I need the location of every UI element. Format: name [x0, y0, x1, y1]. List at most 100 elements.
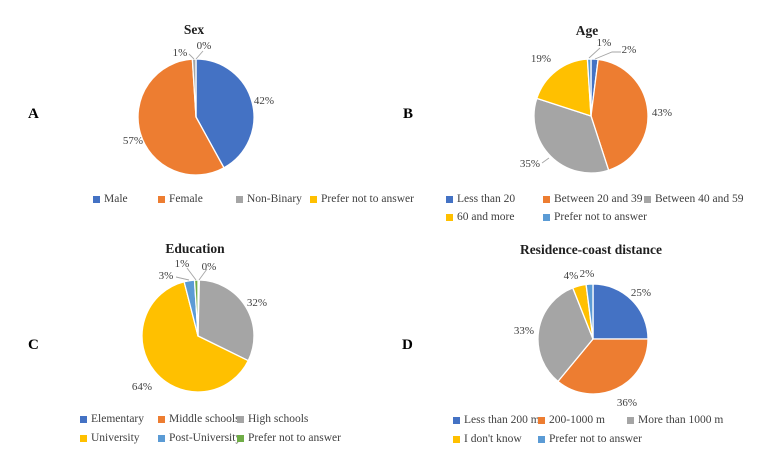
- legend-d-i-don-t-know: I don't know: [453, 432, 522, 446]
- legend-swatch-prefer-not-to-answer: [538, 435, 545, 443]
- legend-b-60-and-more: 60 and more: [446, 210, 514, 224]
- legend-label-non-binary: Non-Binary: [247, 193, 302, 205]
- pie-d-slice-200-1000-m: [557, 338, 649, 395]
- legend-d-200-1000-m: 200-1000 m: [538, 413, 605, 427]
- legend-swatch-i-don-t-know: [453, 435, 460, 443]
- pie-d-slice-less-than-200-m: [592, 283, 649, 340]
- legend-c-post-university: Post-University: [158, 431, 241, 445]
- legend-swatch-less-than-200-m: [453, 416, 460, 424]
- legend-swatch-60-and-more: [446, 213, 453, 221]
- pie-d-value-200-1000-m: 36%: [617, 397, 637, 409]
- legend-swatch-university: [80, 434, 87, 442]
- legend-swatch-prefer-not-to-answer: [237, 434, 244, 442]
- legend-label-i-don-t-know: I don't know: [464, 433, 522, 445]
- pie-b-leader-between-40-and-59: [541, 157, 550, 164]
- legend-label-post-university: Post-University: [169, 432, 242, 444]
- legend-a-prefer-not-to-answer: Prefer not to answer: [310, 192, 414, 206]
- legend-label-between-40-and-59: Between 40 and 59: [655, 193, 744, 205]
- legend-swatch-200-1000-m: [538, 416, 545, 424]
- legend-label-prefer-not-to-answer: Prefer not to answer: [554, 211, 647, 223]
- pie-b-slice-prefer-not-to-answer: [586, 58, 592, 117]
- legend-b-between-20-and-39: Between 20 and 39: [543, 192, 642, 206]
- pie-c-slice-high-schools: [197, 279, 255, 362]
- legend-c-elementary: Elementary: [80, 412, 144, 426]
- legend-c-university: University: [80, 431, 140, 445]
- legend-swatch-middle-schools: [158, 415, 165, 423]
- legend-label-200-1000-m: 200-1000 m: [549, 414, 605, 426]
- pie-a-slice-non-binary: [191, 58, 197, 118]
- pie-a-slice-male: [195, 58, 255, 169]
- legend-d-prefer-not-to-answer: Prefer not to answer: [538, 432, 642, 446]
- pie-d-slice-more-than-1000-m: [537, 287, 594, 383]
- pie-b-value-prefer-not-to-answer: 1%: [597, 37, 612, 49]
- panel-letter-b: B: [403, 106, 414, 122]
- chart-title-residence-coast-distance: Residence-coast distance: [519, 242, 663, 257]
- pie-c-value-prefer-not-to-answer: 1%: [175, 258, 190, 270]
- legend-swatch-prefer-not-to-answer: [310, 195, 317, 203]
- pie-c-slice-university: [141, 281, 249, 393]
- legend-swatch-female: [158, 195, 165, 203]
- legend-label-female: Female: [169, 193, 203, 205]
- legend-label-less-than-20: Less than 20: [457, 193, 516, 205]
- pie-b-leader-prefer-not-to-answer: [588, 47, 601, 59]
- pie-d-slice-prefer-not-to-answer: [585, 283, 594, 340]
- legend-b-less-than-20: Less than 20: [446, 192, 515, 206]
- legend-swatch-high-schools: [237, 415, 244, 423]
- panel-letter-a: A: [28, 106, 39, 122]
- legend-label-middle-schools: Middle schools: [169, 413, 240, 425]
- pie-a-value-non-binary: 1%: [173, 47, 188, 59]
- pie-c-leader-middle-schools: [198, 268, 208, 281]
- legend-label-prefer-not-to-answer: Prefer not to answer: [248, 432, 341, 444]
- pie-c-leader-prefer-not-to-answer: [186, 267, 197, 281]
- pie-b-value-less-than-20: 2%: [622, 44, 637, 56]
- legend-label-male: Male: [104, 193, 128, 205]
- legend-label-high-schools: High schools: [248, 413, 309, 425]
- pie-b-slice-60-and-more: [536, 58, 592, 117]
- legend-a-non-binary: Non-Binary: [236, 192, 302, 206]
- chart-title-sex: Sex: [183, 22, 205, 37]
- pie-d-value-i-don-t-know: 4%: [564, 270, 579, 282]
- legend-label-60-and-more: 60 and more: [457, 211, 515, 223]
- legend-swatch-between-40-and-59: [644, 195, 651, 203]
- pie-b-value-60-and-more: 19%: [531, 53, 551, 65]
- legend-c-prefer-not-to-answer: Prefer not to answer: [237, 431, 341, 445]
- legend-c-middle-schools: Middle schools: [158, 412, 240, 426]
- legend-label-between-20-and-39: Between 20 and 39: [554, 193, 643, 205]
- pie-b-leader-less-than-20: [594, 51, 621, 60]
- pie-c-value-middle-schools: 0%: [202, 261, 217, 273]
- chart-title-education: Education: [165, 241, 225, 256]
- legend-label-university: University: [91, 432, 140, 444]
- legend-swatch-less-than-20: [446, 195, 453, 203]
- pie-a-value-male: 42%: [254, 95, 274, 107]
- pie-b-slice-between-40-and-59: [533, 97, 610, 174]
- legend-swatch-male: [93, 195, 100, 203]
- pie-d-value-prefer-not-to-answer: 2%: [580, 268, 595, 280]
- legend-swatch-post-university: [158, 434, 165, 442]
- legend-c-high-schools: High schools: [237, 412, 308, 426]
- legend-label-elementary: Elementary: [91, 413, 145, 425]
- chart-title-age: Age: [575, 23, 599, 38]
- legend-label-prefer-not-to-answer: Prefer not to answer: [321, 193, 414, 205]
- pie-a-value-prefer-not-to-answer: 0%: [197, 40, 212, 52]
- legend-d-less-than-200-m: Less than 200 m: [453, 413, 540, 427]
- pie-a-value-female: 57%: [123, 135, 143, 147]
- legend-swatch-more-than-1000-m: [627, 416, 634, 424]
- legend-swatch-between-20-and-39: [543, 195, 550, 203]
- pie-d-value-more-than-1000-m: 33%: [514, 325, 534, 337]
- pie-b-slice-between-20-and-39: [590, 58, 649, 171]
- legend-b-between-40-and-59: Between 40 and 59: [644, 192, 743, 206]
- panel-letter-c: C: [28, 337, 39, 353]
- pie-b-value-between-40-and-59: 35%: [520, 158, 540, 170]
- panel-letter-d: D: [402, 337, 413, 353]
- legend-swatch-prefer-not-to-answer: [543, 213, 550, 221]
- legend-label-less-than-200-m: Less than 200 m: [464, 414, 540, 426]
- pie-c-slice-prefer-not-to-answer: [193, 279, 199, 337]
- legend-swatch-non-binary: [236, 195, 243, 203]
- pie-a-slice-female: [137, 58, 225, 176]
- pie-c-value-high-schools: 32%: [247, 297, 267, 309]
- legend-label-prefer-not-to-answer: Prefer not to answer: [549, 433, 642, 445]
- legend-label-more-than-1000-m: More than 1000 m: [638, 414, 724, 426]
- pie-b-value-between-20-and-39: 43%: [652, 107, 672, 119]
